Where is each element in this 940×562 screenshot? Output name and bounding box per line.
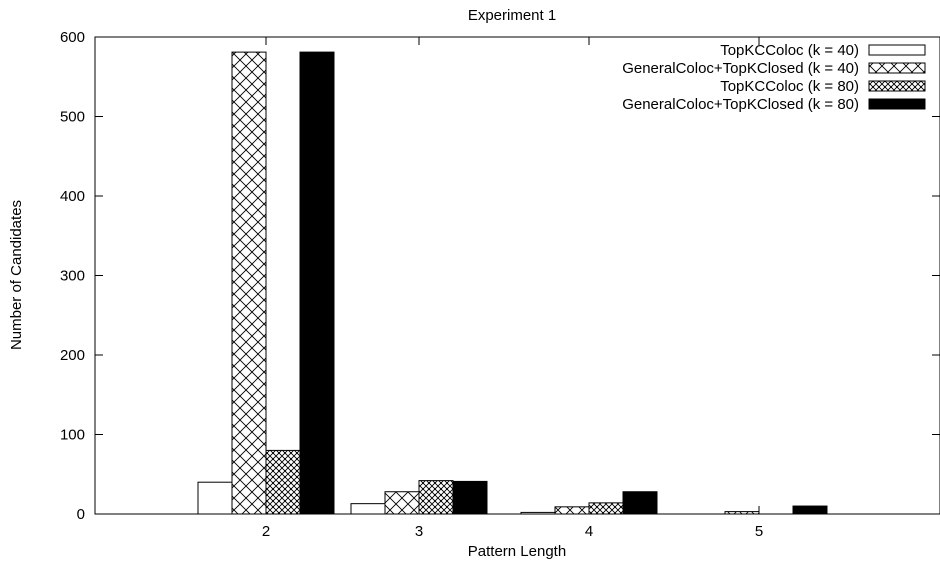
y-axis: 0 100 200 300 400 500 600	[60, 29, 940, 523]
bar	[792, 505, 828, 515]
legend-swatch	[868, 44, 926, 56]
bar	[231, 51, 267, 515]
x-tick-label: 4	[585, 523, 593, 540]
bars-group	[197, 51, 828, 515]
bar	[622, 491, 658, 515]
bar	[588, 502, 624, 515]
legend-label: GeneralColoc+TopKClosed (k = 80)	[622, 96, 859, 113]
bar	[724, 511, 760, 515]
legend-swatch	[868, 62, 926, 74]
bar	[554, 506, 590, 515]
legend-swatch	[868, 80, 926, 92]
bar	[265, 449, 301, 515]
bar	[197, 481, 233, 515]
y-tick-label: 0	[77, 506, 85, 523]
legend-label: GeneralColoc+TopKClosed (k = 40)	[622, 60, 859, 77]
bar	[520, 511, 556, 515]
y-tick-label: 600	[60, 29, 85, 46]
chart-title: Experiment 1	[468, 7, 556, 24]
y-tick-label: 500	[60, 109, 85, 126]
x-tick-label: 3	[415, 523, 423, 540]
x-tick-label: 5	[755, 523, 763, 540]
legend-swatch	[868, 98, 926, 110]
y-tick-label: 100	[60, 427, 85, 444]
y-tick-label: 400	[60, 188, 85, 205]
x-axis: 2 3 4 5	[262, 37, 763, 540]
y-axis-title: Number of Candidates	[8, 200, 25, 350]
y-tick-label: 200	[60, 347, 85, 364]
y-tick-label: 300	[60, 268, 85, 285]
legend-label: TopKCColoc (k = 80)	[720, 78, 859, 95]
x-tick-label: 2	[262, 523, 270, 540]
bar	[452, 480, 488, 515]
legend-label: TopKCColoc (k = 40)	[720, 42, 859, 59]
x-axis-title: Pattern Length	[468, 543, 566, 560]
legend: TopKCColoc (k = 40)GeneralColoc+TopKClos…	[622, 42, 926, 113]
bar	[350, 503, 386, 515]
bar	[384, 491, 420, 515]
bar	[418, 480, 454, 515]
bar	[299, 51, 335, 515]
